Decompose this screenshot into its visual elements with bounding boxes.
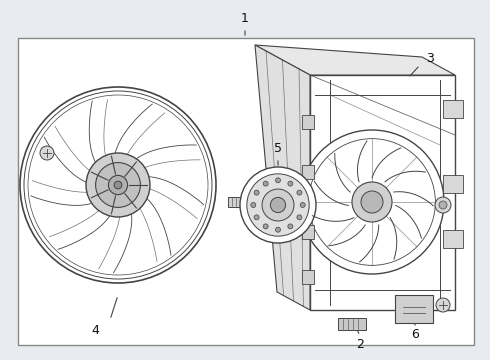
Circle shape	[251, 202, 256, 207]
Bar	[302, 115, 314, 129]
Circle shape	[263, 181, 268, 186]
Circle shape	[435, 197, 451, 213]
Circle shape	[297, 215, 302, 220]
Circle shape	[263, 224, 268, 229]
Circle shape	[40, 146, 54, 160]
Circle shape	[352, 182, 392, 222]
Circle shape	[247, 174, 309, 236]
Bar	[228, 197, 242, 207]
Text: 5: 5	[274, 141, 282, 154]
Text: 3: 3	[426, 51, 434, 64]
Text: 1: 1	[241, 12, 249, 24]
Circle shape	[240, 167, 316, 243]
Circle shape	[439, 201, 447, 209]
Circle shape	[275, 227, 280, 232]
Circle shape	[300, 130, 444, 274]
Circle shape	[262, 189, 294, 221]
Bar	[18, 38, 474, 345]
Bar	[395, 295, 433, 323]
Text: 4: 4	[91, 324, 99, 337]
Circle shape	[361, 191, 383, 213]
Bar	[443, 100, 463, 118]
Bar	[443, 230, 463, 248]
Bar	[443, 175, 463, 193]
Text: 6: 6	[411, 328, 419, 342]
Circle shape	[300, 202, 305, 207]
Circle shape	[96, 163, 141, 207]
Circle shape	[114, 181, 122, 189]
Circle shape	[270, 197, 286, 213]
Bar	[310, 75, 455, 310]
Circle shape	[288, 181, 293, 186]
Circle shape	[275, 178, 280, 183]
Circle shape	[86, 153, 150, 217]
Circle shape	[254, 215, 259, 220]
Text: 2: 2	[356, 338, 364, 351]
Bar	[302, 225, 314, 239]
Bar	[302, 165, 314, 179]
Bar	[302, 270, 314, 284]
Circle shape	[108, 175, 127, 195]
Polygon shape	[255, 45, 310, 310]
Bar	[338, 318, 366, 330]
Circle shape	[288, 224, 293, 229]
Polygon shape	[255, 45, 455, 75]
Circle shape	[254, 190, 259, 195]
Circle shape	[436, 298, 450, 312]
Circle shape	[297, 190, 302, 195]
